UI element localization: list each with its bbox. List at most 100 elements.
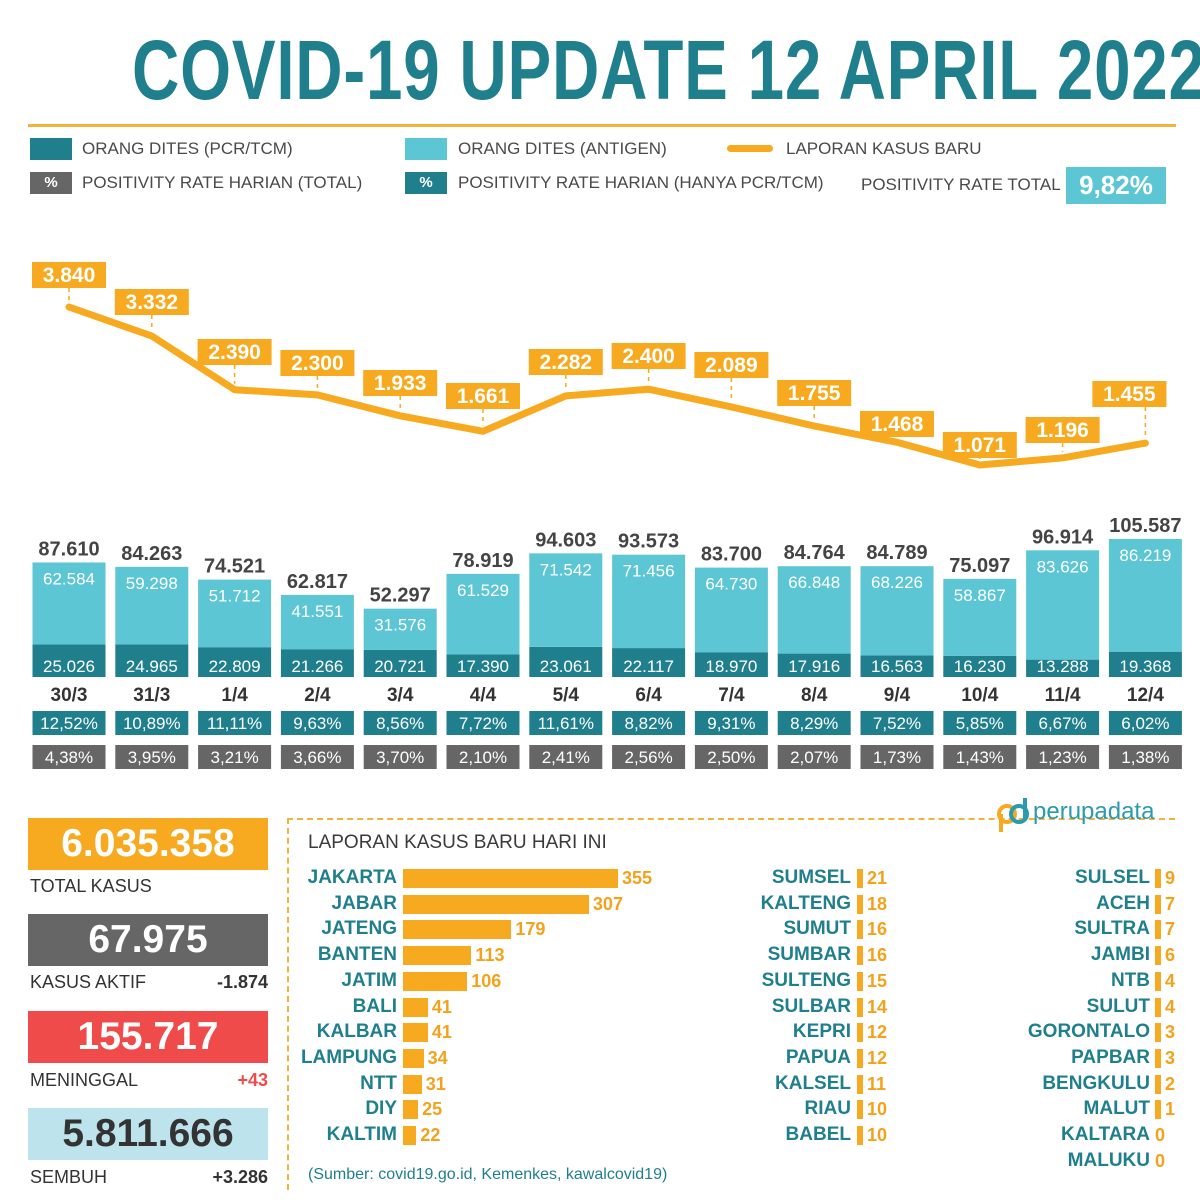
rate-pcr-box — [1026, 711, 1100, 735]
province-name: SULUT — [1086, 995, 1150, 1017]
rate-total-label: 4,38% — [45, 748, 93, 767]
pcr-value-label: 17.916 — [788, 657, 840, 676]
province-bar — [403, 997, 428, 1017]
antigen-bar — [363, 608, 437, 650]
positivity-total-value: 9,82% — [1066, 167, 1166, 204]
province-bar — [403, 1100, 419, 1120]
rate-pcr-box — [280, 711, 354, 735]
legend-swatch-pcr — [30, 138, 72, 160]
brand-name: perupadata — [1033, 798, 1155, 825]
total-value-label: 78.919 — [452, 550, 513, 572]
province-name: KALTARA — [1061, 1124, 1150, 1145]
cases-value-label: 1.755 — [788, 382, 841, 405]
cases-value-label: 3.840 — [43, 264, 96, 287]
province-bar — [1155, 946, 1161, 966]
cases-value-label: 1.933 — [374, 372, 427, 395]
province-name: KALBAR — [316, 1021, 397, 1043]
total-value-label: 94.603 — [535, 529, 596, 551]
legend-label-rate-pcr: POSITIVITY RATE HARIAN (HANYA PCR/TCM) — [458, 173, 824, 192]
pcr-bar — [612, 648, 686, 677]
pcr-value-label: 24.965 — [126, 657, 178, 676]
total-value-label: 84.764 — [784, 542, 846, 564]
province-bar — [857, 1048, 863, 1068]
antigen-value-label: 61.529 — [457, 581, 509, 600]
date-tick-label: 12/4 — [1127, 685, 1164, 706]
province-value: 14 — [867, 996, 888, 1017]
pcr-bar — [115, 644, 189, 677]
antigen-bar — [1108, 539, 1182, 652]
province-value: 0 — [1155, 1125, 1166, 1145]
pcr-bar — [943, 655, 1017, 677]
antigen-value-label: 58.867 — [954, 586, 1006, 605]
province-value: 7 — [1165, 919, 1176, 940]
cases-label-box — [363, 370, 438, 396]
province-bar — [857, 1100, 863, 1120]
pcr-bar — [32, 644, 106, 677]
province-name: MALUKU — [1067, 1149, 1150, 1171]
province-value: 18 — [867, 893, 888, 914]
cases-label-box — [446, 383, 520, 409]
province-value: 12 — [867, 1047, 888, 1068]
cases-label-box — [197, 339, 272, 365]
province-value: 22 — [420, 1125, 441, 1145]
antigen-bar — [529, 553, 603, 647]
total-value-label: 84.263 — [121, 543, 182, 565]
province-value: 12 — [867, 1022, 888, 1043]
kasus-aktif-label: KASUS AKTIF — [30, 972, 147, 992]
province-name: JATIM — [341, 969, 397, 991]
province-bar — [1155, 997, 1161, 1017]
cases-label-box — [777, 380, 852, 406]
pcr-value-label: 17.390 — [457, 657, 509, 676]
province-name: MALUT — [1083, 1098, 1150, 1120]
province-name: NTT — [360, 1072, 397, 1094]
cases-line-layer: 3.840 3.332 2.390 2.300 1.933 1.661 2.282 2.400… — [32, 262, 1167, 469]
province-bar — [857, 1126, 863, 1145]
rate-total-box — [280, 745, 354, 769]
province-bar — [403, 920, 512, 940]
date-tick-label: 2/4 — [304, 685, 331, 706]
province-name: BALI — [352, 995, 397, 1017]
antigen-value-label: 62.584 — [43, 569, 95, 588]
cases-label-box — [114, 289, 189, 315]
antigen-bar — [198, 579, 272, 648]
legend-label-antigen: ORANG DITES (ANTIGEN) — [458, 139, 667, 158]
cases-label-box — [528, 349, 603, 375]
province-bar — [1155, 1074, 1161, 1094]
rate-pcr-label: 11,61% — [538, 714, 594, 733]
cases-line — [65, 303, 1149, 469]
antigen-bar — [943, 578, 1017, 656]
antigen-value-label: 68.226 — [871, 573, 923, 592]
legend-label-pcr: ORANG DITES (PCR/TCM) — [82, 139, 293, 158]
cases-value-label: 2.400 — [622, 345, 675, 368]
province-bar — [857, 971, 863, 991]
antigen-value-label: 64.730 — [705, 575, 757, 594]
cases-label-box — [860, 411, 934, 437]
province-bar — [1155, 971, 1161, 991]
pcr-value-label: 22.809 — [209, 657, 261, 676]
meninggal-label: MENINGGAL — [30, 1070, 139, 1090]
total-value-label: 75.097 — [949, 555, 1010, 577]
cases-value-label: 1.661 — [457, 385, 510, 408]
province-value: 106 — [471, 970, 502, 991]
province-name: BANTEN — [317, 944, 397, 966]
province-name: KEPRI — [792, 1021, 851, 1043]
rate-total-label: 3,70% — [376, 748, 424, 767]
province-value: 10 — [867, 1125, 888, 1145]
cases-value-label: 1.455 — [1103, 383, 1156, 406]
province-bar — [857, 869, 863, 888]
rate-pcr-box — [860, 711, 934, 735]
total-value-label: 74.521 — [204, 556, 265, 578]
rate-pcr-label: 11,11% — [207, 714, 262, 733]
rate-pcr-label: 8,82% — [624, 714, 672, 733]
rate-total-label: 1,23% — [1038, 748, 1086, 767]
province-name: NTB — [1110, 969, 1150, 991]
province-bar — [403, 894, 589, 914]
legend-swatch-rate-pcr: % — [405, 172, 447, 194]
province-value: 3 — [1165, 1022, 1176, 1043]
date-tick-label: 6/4 — [635, 685, 662, 706]
antigen-bar — [612, 554, 686, 649]
province-bar — [403, 1074, 422, 1094]
rate-pcr-box — [943, 711, 1017, 735]
rate-total-label: 2,10% — [459, 748, 507, 767]
province-value: 21 — [867, 868, 888, 888]
